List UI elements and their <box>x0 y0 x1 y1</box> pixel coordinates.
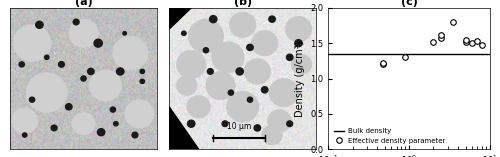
Circle shape <box>22 133 27 137</box>
Effective density parameter <box>402 56 408 58</box>
Effective density parameter <box>438 37 444 39</box>
Circle shape <box>51 125 57 131</box>
Circle shape <box>110 107 116 112</box>
Line: Effective density parameter: Effective density parameter <box>380 19 485 67</box>
Circle shape <box>188 120 195 127</box>
Title: (b): (b) <box>234 0 252 7</box>
Circle shape <box>254 125 260 131</box>
Circle shape <box>140 79 144 84</box>
Circle shape <box>58 62 64 67</box>
Effective density parameter <box>438 34 444 36</box>
Circle shape <box>210 16 217 23</box>
Circle shape <box>73 19 79 25</box>
Circle shape <box>208 69 214 74</box>
Circle shape <box>66 104 72 110</box>
Y-axis label: Density (g/cm³): Density (g/cm³) <box>295 40 305 117</box>
Circle shape <box>124 100 154 128</box>
Circle shape <box>30 97 35 102</box>
Circle shape <box>222 121 228 127</box>
Effective density parameter <box>474 40 480 42</box>
Effective density parameter <box>462 39 468 41</box>
Circle shape <box>116 68 124 75</box>
Circle shape <box>268 110 291 132</box>
Circle shape <box>247 44 253 51</box>
Effective density parameter <box>450 21 456 23</box>
Circle shape <box>113 36 148 70</box>
Circle shape <box>90 70 122 101</box>
Circle shape <box>187 95 210 118</box>
Circle shape <box>295 40 302 47</box>
Circle shape <box>286 16 312 42</box>
Circle shape <box>12 108 38 134</box>
Text: 10 μm: 10 μm <box>227 122 251 131</box>
Polygon shape <box>169 8 191 29</box>
Circle shape <box>204 48 208 53</box>
Circle shape <box>94 39 102 47</box>
Circle shape <box>286 121 292 127</box>
Title: (a): (a) <box>74 0 92 7</box>
Effective density parameter <box>380 62 386 64</box>
Circle shape <box>69 19 98 47</box>
Circle shape <box>132 132 138 138</box>
Circle shape <box>81 76 86 81</box>
Circle shape <box>176 50 206 78</box>
Circle shape <box>72 112 96 135</box>
Circle shape <box>44 55 49 59</box>
Circle shape <box>286 54 293 60</box>
Polygon shape <box>169 107 198 149</box>
Effective density parameter <box>380 63 386 65</box>
Circle shape <box>230 12 256 38</box>
Circle shape <box>262 125 282 145</box>
Circle shape <box>182 31 186 35</box>
Circle shape <box>269 78 298 107</box>
Circle shape <box>114 122 118 126</box>
Title: (c): (c) <box>400 0 417 7</box>
Bulk density <box>406 53 412 55</box>
Circle shape <box>36 21 43 28</box>
Circle shape <box>188 19 224 53</box>
Circle shape <box>140 69 144 73</box>
Circle shape <box>206 71 236 100</box>
Circle shape <box>252 30 278 56</box>
Circle shape <box>13 25 51 62</box>
Circle shape <box>123 32 126 35</box>
Circle shape <box>291 54 312 74</box>
Legend: Bulk density, Effective density parameter: Bulk density, Effective density paramete… <box>332 126 447 146</box>
Circle shape <box>248 97 252 102</box>
Effective density parameter <box>430 41 436 43</box>
Circle shape <box>98 129 105 136</box>
Circle shape <box>236 68 244 75</box>
Circle shape <box>88 68 94 75</box>
Circle shape <box>228 90 234 95</box>
Circle shape <box>26 73 68 112</box>
Circle shape <box>244 59 270 84</box>
Circle shape <box>226 91 259 122</box>
Circle shape <box>176 76 197 95</box>
Effective density parameter <box>479 44 485 46</box>
Effective density parameter <box>462 41 468 43</box>
Effective density parameter <box>469 42 475 44</box>
Circle shape <box>19 62 24 67</box>
Circle shape <box>262 87 268 93</box>
Circle shape <box>269 16 276 22</box>
Circle shape <box>212 42 244 73</box>
